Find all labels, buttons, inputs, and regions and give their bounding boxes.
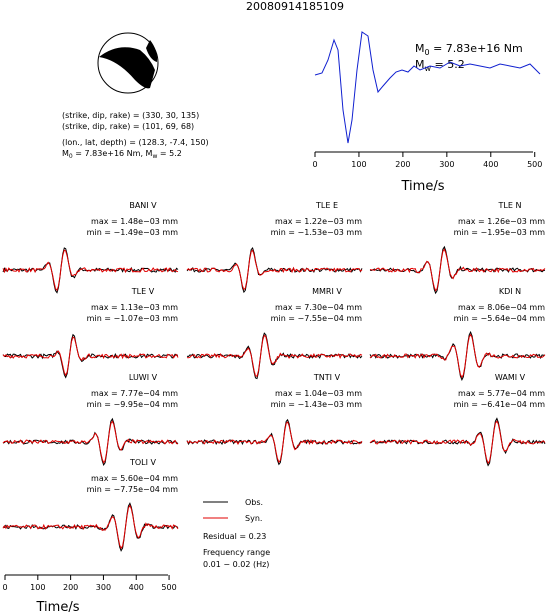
residual: Residual = 0.23 — [203, 532, 266, 541]
syn-trace — [2, 420, 179, 464]
stf-m0: M0 = 7.83e+16 Nm — [415, 42, 523, 57]
stf-mw: Mw = 5.2 — [415, 58, 465, 73]
station-name: TNTI V — [313, 373, 341, 382]
station-name: KDI N — [499, 287, 521, 296]
station-max: max = 1.04e−03 mm — [275, 389, 362, 398]
mech-line: (lon., lat, depth) = (128.3, -7.4, 150) — [62, 138, 209, 147]
station-max: max = 1.22e−03 mm — [275, 217, 362, 226]
x-tick-label: 100 — [30, 583, 45, 592]
syn-trace — [186, 334, 363, 377]
station-max: max = 8.06e−04 mm — [458, 303, 545, 312]
station-min: min = −1.49e−03 mm — [87, 228, 179, 237]
beachball — [97, 32, 159, 94]
syn-trace — [369, 333, 546, 379]
station-min: min = −7.55e−04 mm — [271, 314, 363, 323]
mech-line: (strike, dip, rake) = (330, 30, 135) — [62, 111, 199, 120]
x-tick-label: 0 — [2, 583, 7, 592]
station-name: WAMI V — [495, 373, 526, 382]
station-name: BANI V — [129, 201, 157, 210]
station-max: max = 1.13e−03 mm — [91, 303, 178, 312]
station-max: max = 5.77e−04 mm — [458, 389, 545, 398]
freq-value: 0.01 − 0.02 (Hz) — [203, 560, 269, 569]
station-max: max = 1.48e−03 mm — [91, 217, 178, 226]
x-tick-label: 200 — [395, 160, 410, 169]
obs-trace — [186, 332, 363, 380]
station-name: LUWI V — [129, 373, 158, 382]
station-min: min = −7.75e−04 mm — [87, 485, 179, 494]
station-min: min = −1.07e−03 mm — [87, 314, 179, 323]
freq-label: Frequency range — [203, 548, 270, 557]
bottom-xlabel: Time/s — [36, 600, 80, 615]
syn-trace — [186, 421, 363, 464]
syn-trace — [2, 336, 179, 377]
legend-syn: Syn. — [245, 514, 262, 523]
station-min: min = −5.64e−04 mm — [454, 314, 546, 323]
station-max: max = 5.60e−04 mm — [91, 474, 178, 483]
syn-trace — [369, 420, 546, 465]
station-min: min = −1.53e−03 mm — [271, 228, 363, 237]
stf-curve — [314, 31, 541, 144]
station-min: min = −1.43e−03 mm — [271, 400, 363, 409]
station-name: TLE E — [315, 201, 338, 210]
title: 20080914185109 — [246, 0, 344, 13]
x-tick-label: 500 — [161, 583, 176, 592]
station-name: MMRI V — [312, 287, 342, 296]
legend-obs: Obs. — [245, 498, 263, 507]
moment-line: M0 = 7.83e+16 Nm, Mw = 5.2 — [62, 149, 182, 160]
x-tick-label: 500 — [527, 160, 542, 169]
x-tick-label: 0 — [312, 160, 317, 169]
syn-trace — [369, 248, 546, 292]
x-tick-label: 400 — [483, 160, 498, 169]
x-tick-label: 300 — [96, 583, 111, 592]
obs-trace — [369, 245, 546, 295]
x-tick-label: 200 — [63, 583, 78, 592]
station-max: max = 7.77e−04 mm — [91, 389, 178, 398]
syn-trace — [2, 504, 179, 550]
stf-xlabel: Time/s — [401, 179, 445, 194]
station-min: min = −9.95e−04 mm — [87, 400, 179, 409]
x-tick-label: 100 — [351, 160, 366, 169]
x-tick-label: 300 — [439, 160, 454, 169]
x-tick-label: 400 — [129, 583, 144, 592]
station-name: TOLI V — [129, 458, 157, 467]
station-name: TLE N — [498, 201, 522, 210]
syn-trace — [2, 249, 179, 292]
station-min: min = −6.41e−04 mm — [454, 400, 546, 409]
mech-line: (strike, dip, rake) = (101, 69, 68) — [62, 122, 194, 131]
station-max: max = 1.26e−03 mm — [458, 217, 545, 226]
station-max: max = 7.30e−04 mm — [275, 303, 362, 312]
station-name: TLE V — [131, 287, 155, 296]
syn-trace — [186, 249, 363, 291]
station-min: min = −1.95e−03 mm — [454, 228, 546, 237]
